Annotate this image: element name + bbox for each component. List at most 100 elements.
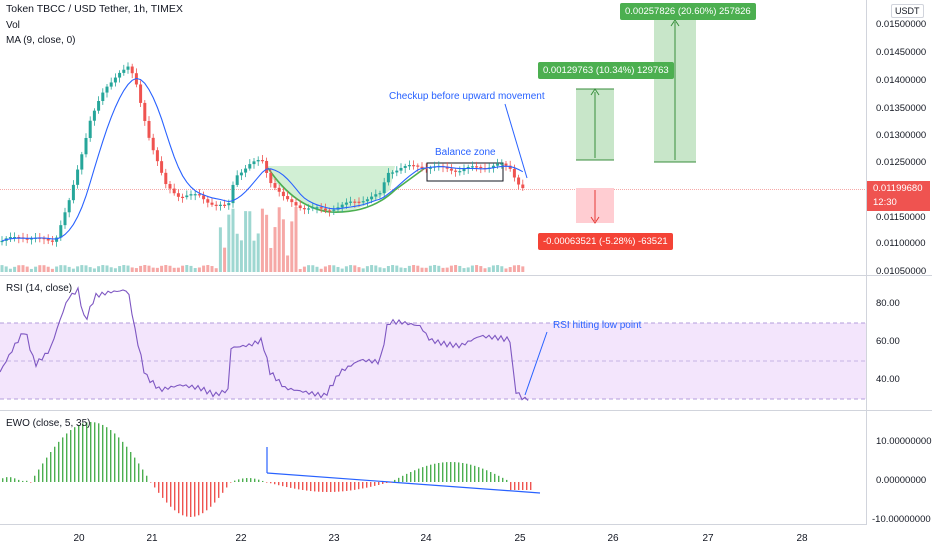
candle[interactable] <box>109 82 113 87</box>
candle[interactable] <box>496 163 500 166</box>
candle[interactable] <box>160 161 164 173</box>
candle[interactable] <box>470 166 474 168</box>
candle[interactable] <box>248 164 252 169</box>
candle[interactable] <box>244 168 248 173</box>
candle[interactable] <box>416 165 420 167</box>
candle[interactable] <box>67 200 71 213</box>
balance-zone-label[interactable]: Balance zone <box>435 147 496 158</box>
candle[interactable] <box>118 72 122 78</box>
candle[interactable] <box>294 202 298 206</box>
candle[interactable] <box>277 187 281 192</box>
candle[interactable] <box>370 196 374 200</box>
candle[interactable] <box>462 168 466 172</box>
candle[interactable] <box>361 201 365 203</box>
candle[interactable] <box>55 237 59 242</box>
candle[interactable] <box>231 184 235 204</box>
candle[interactable] <box>273 183 277 188</box>
candle[interactable] <box>29 238 33 240</box>
candle[interactable] <box>88 120 92 138</box>
candle[interactable] <box>202 195 206 200</box>
candle[interactable] <box>508 165 512 169</box>
candle[interactable] <box>479 166 483 169</box>
candle[interactable] <box>281 191 285 197</box>
candle[interactable] <box>382 182 386 194</box>
candle[interactable] <box>307 208 311 210</box>
candle[interactable] <box>168 184 172 189</box>
balance-zone-box[interactable] <box>426 162 504 182</box>
candle[interactable] <box>181 196 185 199</box>
candle[interactable] <box>218 204 222 206</box>
candle[interactable] <box>71 184 75 201</box>
candle[interactable] <box>357 201 361 203</box>
candle[interactable] <box>13 237 17 239</box>
candle[interactable] <box>424 167 428 170</box>
candle[interactable] <box>399 167 403 171</box>
candle[interactable] <box>46 238 50 241</box>
candle[interactable] <box>76 169 80 185</box>
candle[interactable] <box>428 167 432 169</box>
candle[interactable] <box>172 188 176 194</box>
checkup-label[interactable]: Checkup before upward movement <box>389 91 545 102</box>
candle[interactable] <box>403 166 407 168</box>
candle[interactable] <box>512 168 516 178</box>
candle[interactable] <box>206 199 210 203</box>
candle[interactable] <box>491 165 495 168</box>
candle[interactable] <box>328 210 332 212</box>
candle[interactable] <box>445 166 449 169</box>
candle[interactable] <box>349 201 353 203</box>
candle[interactable] <box>227 203 231 206</box>
candle[interactable] <box>449 168 453 171</box>
candle[interactable] <box>353 201 357 203</box>
candle[interactable] <box>105 86 109 93</box>
candle[interactable] <box>256 160 260 162</box>
rsi-note-label[interactable]: RSI hitting low point <box>553 320 642 331</box>
candle[interactable] <box>122 69 126 73</box>
stop-badge[interactable]: -0.00063521 (-5.28%) -63521 <box>538 233 673 250</box>
candle[interactable] <box>42 237 46 240</box>
candle[interactable] <box>365 199 369 202</box>
candle[interactable] <box>164 172 168 185</box>
candle[interactable] <box>374 194 378 197</box>
candle[interactable] <box>302 208 306 210</box>
candle[interactable] <box>210 202 214 205</box>
candle[interactable] <box>315 207 319 209</box>
candle[interactable] <box>59 225 63 238</box>
candle[interactable] <box>475 166 479 168</box>
candle[interactable] <box>223 204 227 206</box>
candle[interactable] <box>323 208 327 211</box>
candle[interactable] <box>420 166 424 168</box>
currency-label[interactable]: USDT <box>891 4 924 18</box>
candle[interactable] <box>101 92 105 102</box>
candle[interactable] <box>311 207 315 209</box>
candle[interactable] <box>189 194 193 196</box>
candle[interactable] <box>239 172 243 176</box>
candle[interactable] <box>391 172 395 174</box>
candle[interactable] <box>155 150 159 162</box>
target2-badge[interactable]: 0.00257826 (20.60%) 257826 <box>620 3 756 20</box>
candle[interactable] <box>454 170 458 172</box>
candle[interactable] <box>395 170 399 173</box>
candle[interactable] <box>143 102 147 121</box>
candle[interactable] <box>214 204 218 206</box>
candle[interactable] <box>80 154 84 170</box>
candle[interactable] <box>332 209 336 211</box>
candle[interactable] <box>517 177 521 185</box>
candle[interactable] <box>185 195 189 198</box>
candle[interactable] <box>176 193 180 197</box>
candle[interactable] <box>265 160 269 173</box>
target1-badge[interactable]: 0.00129763 (10.34%) 129763 <box>538 62 674 79</box>
candle[interactable] <box>290 199 294 203</box>
candle[interactable] <box>193 194 197 196</box>
candle[interactable] <box>458 171 462 173</box>
candle[interactable] <box>92 110 96 121</box>
candle[interactable] <box>500 163 504 165</box>
candle[interactable] <box>466 166 470 169</box>
candle[interactable] <box>113 77 117 83</box>
candle[interactable] <box>147 120 151 138</box>
candle[interactable] <box>197 194 201 196</box>
candle[interactable] <box>260 160 264 162</box>
candle[interactable] <box>151 137 155 151</box>
candle[interactable] <box>412 165 416 167</box>
